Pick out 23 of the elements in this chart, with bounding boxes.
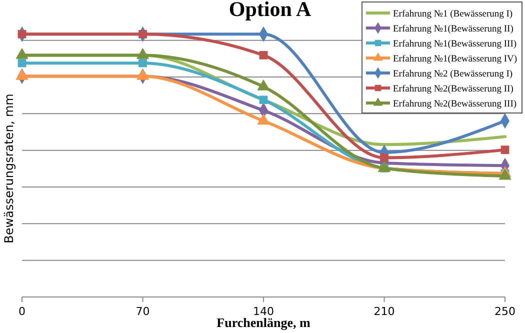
legend-label: Erfahrung №1(Bewässerung IV) [393,54,518,64]
legend-label: Erfahrung №1 (Bewässerung I) [393,10,513,20]
chart-title: Option A [228,0,312,21]
point [18,58,26,68]
point [18,30,26,38]
x-axis-title: Furchenlänge, m [216,315,310,330]
legend-label: Erfahrung №2(Bewässerung II) [393,84,514,94]
legend-label: Erfahrung №1(Bewässerung II) [393,24,514,34]
x-tick-label: 70 [136,305,150,318]
legend-label: Erfahrung №2 (Bewässerung I) [393,70,513,80]
point [259,96,268,104]
legend-label: Erfahrung №2(Bewässerung III) [393,100,517,110]
x-tick-label: 140 [253,305,274,318]
y-axis-title: Bewässerungsraten, mm [2,94,16,244]
point [138,58,147,68]
point [259,51,268,60]
point [138,30,147,38]
point [380,154,388,162]
point [500,146,510,154]
legend-label: Erfahrung №1(Bewässerung III) [393,40,517,50]
x-tick-label: 250 [494,305,516,318]
x-tick-label: 0 [18,305,26,318]
x-tick-label: 210 [374,305,395,318]
